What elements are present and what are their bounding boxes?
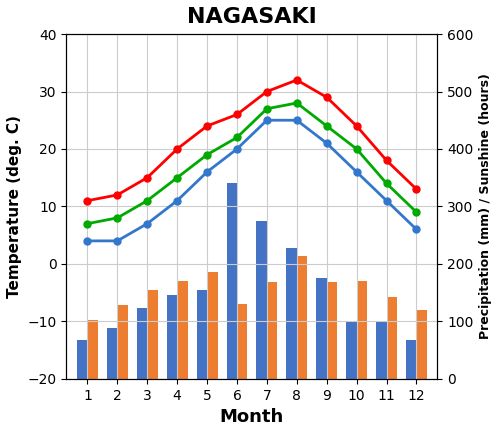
- Bar: [107, 328, 117, 379]
- Bar: [286, 248, 297, 379]
- Bar: [256, 221, 267, 379]
- Bar: [137, 308, 147, 379]
- Bar: [197, 290, 207, 379]
- Bar: [406, 340, 417, 379]
- Bar: [177, 281, 188, 379]
- Bar: [387, 297, 397, 379]
- Bar: [147, 290, 158, 379]
- Bar: [227, 184, 237, 379]
- Bar: [207, 272, 218, 379]
- Bar: [357, 281, 367, 379]
- Bar: [267, 282, 277, 379]
- Y-axis label: Temperature (deg. C): Temperature (deg. C): [7, 115, 22, 298]
- Bar: [117, 305, 128, 379]
- Bar: [77, 340, 87, 379]
- Bar: [167, 295, 177, 379]
- Bar: [316, 278, 327, 379]
- Bar: [376, 323, 387, 379]
- Bar: [327, 282, 337, 379]
- Y-axis label: Precipitation (mm) / Sunshine (hours): Precipitation (mm) / Sunshine (hours): [479, 74, 492, 339]
- Bar: [297, 256, 307, 379]
- Bar: [87, 320, 98, 379]
- Bar: [346, 321, 357, 379]
- X-axis label: Month: Month: [220, 408, 284, 426]
- Bar: [237, 304, 248, 379]
- Bar: [417, 310, 427, 379]
- Title: NAGASAKI: NAGASAKI: [187, 7, 317, 27]
